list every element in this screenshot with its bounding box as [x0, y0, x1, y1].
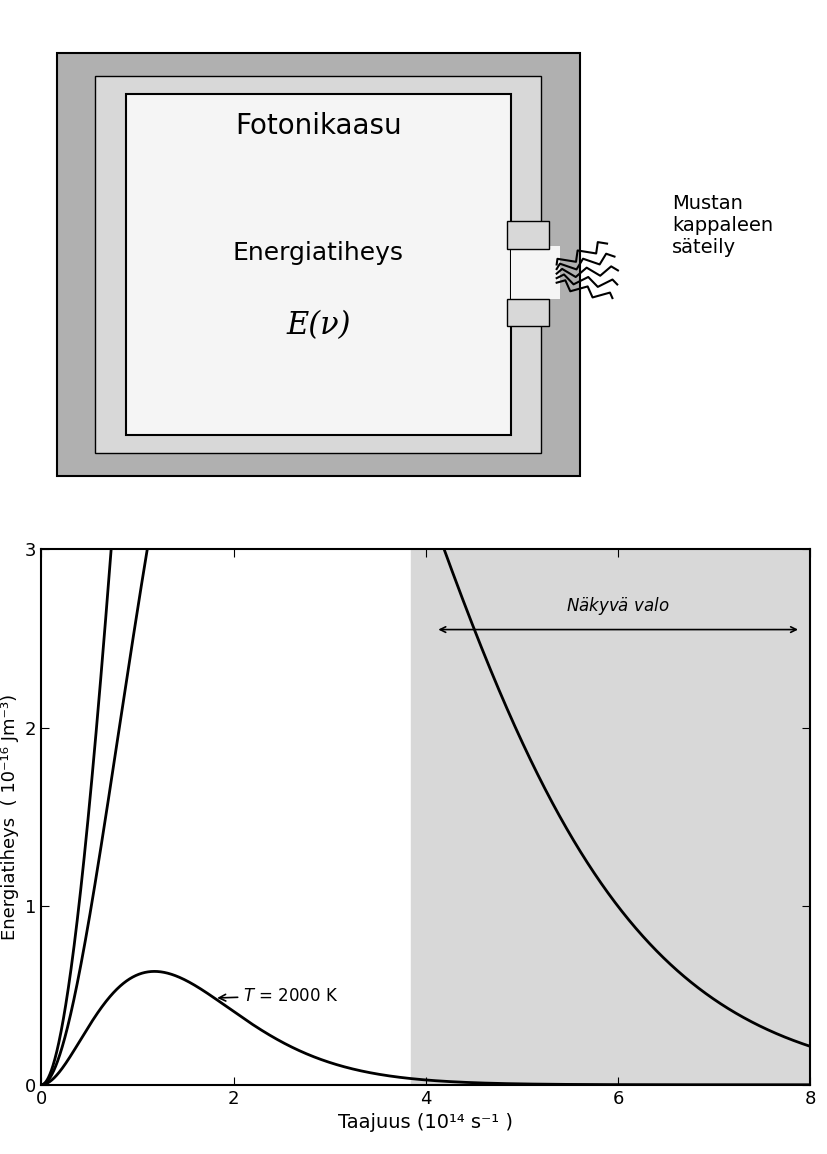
- Text: $T$ = 2000 K: $T$ = 2000 K: [219, 987, 339, 1005]
- Bar: [410, 549, 810, 1085]
- FancyBboxPatch shape: [57, 53, 580, 477]
- FancyBboxPatch shape: [507, 222, 549, 248]
- Text: Fotonikaasu: Fotonikaasu: [235, 112, 402, 140]
- Text: Energiatiheys: Energiatiheys: [232, 241, 404, 265]
- FancyBboxPatch shape: [126, 93, 510, 435]
- Text: $\it{Näkyvä\ valo}$: $\it{Näkyvä\ valo}$: [566, 595, 670, 617]
- Text: Mustan
kappaleen
säteily: Mustan kappaleen säteily: [672, 194, 773, 257]
- X-axis label: Taajuus (10¹⁴ s⁻¹ ): Taajuus (10¹⁴ s⁻¹ ): [338, 1114, 514, 1132]
- FancyBboxPatch shape: [510, 246, 561, 299]
- Text: E(ν): E(ν): [286, 310, 351, 342]
- FancyBboxPatch shape: [507, 299, 549, 325]
- Y-axis label: Energiatiheys  ( 10⁻¹⁶ Jm⁻³): Energiatiheys ( 10⁻¹⁶ Jm⁻³): [2, 694, 19, 941]
- FancyBboxPatch shape: [95, 75, 541, 454]
